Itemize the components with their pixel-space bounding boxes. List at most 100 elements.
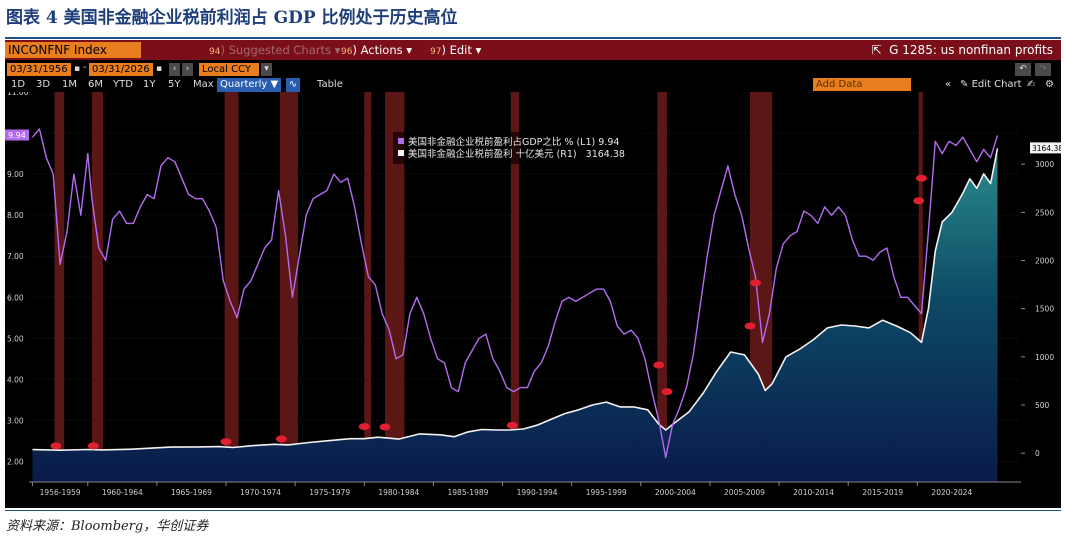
currency-select[interactable]: Local CCY (199, 63, 259, 76)
legend-swatch-usd (398, 150, 404, 156)
x-tick-label: 1970-1974 (240, 488, 281, 497)
legend-swatch-pct (398, 138, 404, 144)
end-date-input[interactable]: 03/31/2026 (89, 63, 153, 76)
range-max[interactable]: Max (193, 79, 214, 90)
title-rule (5, 37, 1061, 39)
legend-box (393, 132, 645, 164)
last-value-tag-right-text: 3164.38 (1032, 144, 1061, 153)
x-tick-label: 2010-2014 (793, 488, 834, 497)
usd-area-fill (32, 148, 998, 482)
recession-marker (661, 388, 673, 396)
recession-marker (915, 174, 927, 182)
redo-icon[interactable]: ↷ (1035, 63, 1051, 76)
recession-marker (653, 361, 665, 369)
range-1d[interactable]: 1D (11, 79, 26, 90)
x-tick-label: 2020-2024 (931, 488, 972, 497)
y-left-tick-label: 3.00 (7, 416, 24, 425)
last-value-tag-left (5, 129, 29, 141)
command-bar: INCONFNF Index 94) Suggested Charts ▾ 96… (5, 40, 1061, 60)
recession-band (364, 92, 372, 482)
recession-marker (913, 197, 925, 205)
x-tick-label: 1980-1984 (378, 488, 419, 497)
edit-chart-button[interactable]: ✎ Edit Chart (960, 79, 1022, 90)
range-ytd[interactable]: YTD (113, 79, 133, 90)
series-lines (31, 128, 999, 459)
chevron-down-icon[interactable]: ▾ (261, 63, 272, 76)
range-1y[interactable]: 1Y (143, 79, 156, 90)
chevron-left-icon[interactable]: ‹ (169, 63, 180, 76)
pencil-icon[interactable]: ✍ (1027, 79, 1036, 90)
x-tick-label: 2000-2004 (655, 488, 696, 497)
y-right-tick-label: 500 (1035, 401, 1050, 410)
range-1m[interactable]: 1M (62, 79, 77, 90)
recession-markers (50, 174, 927, 450)
y-left-tick-label: 2.00 (7, 457, 24, 466)
x-tick-label: 1960-1964 (102, 488, 143, 497)
figure-title: 图表 4 美国非金融企业税前利润占 GDP 比例处于历史高位 (6, 8, 458, 28)
date-separator: - (83, 62, 87, 73)
edit-menu[interactable]: 97) Edit ▾ (430, 43, 482, 57)
y-left-tick-label: 7.00 (7, 252, 24, 261)
calendar-icon[interactable]: ▪ (155, 64, 163, 74)
last-value-tags: 9.94 3164.38 (5, 129, 1061, 154)
period-select[interactable]: Quarterly ▼ (217, 78, 282, 92)
y-left-tick-label: 4.00 (7, 375, 24, 384)
range-bar: 1D 3D 1M 6M YTD 1Y 5Y Max Quarterly ▼ ∿ … (5, 78, 1061, 92)
x-tick-label: 2005-2009 (724, 488, 765, 497)
y-left-tick-label: 11.00 (7, 92, 29, 97)
recession-marker (744, 322, 756, 330)
recession-bands (54, 92, 923, 482)
recession-band (91, 92, 103, 482)
external-link-icon[interactable]: ⇱ (871, 43, 882, 57)
y-right-tick-label: 0 (1035, 449, 1040, 458)
x-tick-label: 1985-1989 (448, 488, 489, 497)
recession-band (54, 92, 65, 482)
pct-gdp-line (31, 128, 999, 459)
y-right-tick-label: 1000 (1035, 353, 1054, 362)
x-tick-label: 1975-1979 (309, 488, 350, 497)
recession-marker (506, 421, 518, 429)
y-left-tick-label: 6.00 (7, 293, 24, 302)
actions-menu[interactable]: 96) Actions ▾ (341, 43, 413, 57)
recession-marker (87, 442, 99, 450)
y-left-tick-label: 5.00 (7, 334, 24, 343)
collapse-icon[interactable]: « (945, 79, 952, 90)
x-tick-label: 2015-2019 (862, 488, 903, 497)
y-right-tick-label: 2500 (1035, 208, 1054, 217)
legend: 美国非金融企业税前盈利占GDP之比 % (L1) 9.94 美国非金融企业税前盈… (393, 132, 645, 164)
usd-area (32, 148, 998, 482)
suggested-charts-menu[interactable]: 94) Suggested Charts ▾ (209, 43, 341, 57)
recession-band (224, 92, 239, 482)
chart-title: ⇱ G 1285: us nonfinan profits (871, 43, 1053, 57)
usd-profit-line (32, 148, 999, 451)
calendar-icon[interactable]: ▪ (73, 64, 81, 74)
x-tick-label: 1965-1969 (171, 488, 212, 497)
gear-icon[interactable]: ⚙ (1045, 79, 1054, 90)
undo-icon[interactable]: ↶ (1015, 63, 1031, 76)
start-date-input[interactable]: 03/31/1956 (7, 63, 71, 76)
chevron-right-icon[interactable]: › (182, 63, 193, 76)
add-data-input[interactable]: Add Data (813, 78, 911, 91)
date-range-bar: 03/31/1956 ▪ - 03/31/2026 ▪ ‹ › Local CC… (5, 62, 1061, 78)
last-value-tag-right (1030, 142, 1061, 154)
range-6m[interactable]: 6M (88, 79, 103, 90)
recession-band (918, 92, 923, 482)
range-5y[interactable]: 5Y (168, 79, 181, 90)
range-3d[interactable]: 3D (36, 79, 51, 90)
source-note: 资料来源：Bloomberg，华创证券 (6, 519, 209, 534)
legend-label-usd: 美国非金融企业税前盈利 十亿美元 (R1) 3164.38 (408, 148, 625, 160)
axes: 2.003.004.005.006.007.008.009.0010.0011.… (7, 92, 1054, 497)
y-right-tick-label: 1500 (1035, 305, 1054, 314)
legend-label-pct: 美国非金融企业税前盈利占GDP之比 % (L1) 9.94 (408, 136, 619, 148)
recession-band (279, 92, 298, 482)
x-tick-label: 1990-1994 (517, 488, 558, 497)
x-tick-label: 1995-1999 (586, 488, 627, 497)
recession-band (510, 92, 520, 482)
chart-area: 2.003.004.005.006.007.008.009.0010.0011.… (5, 92, 1061, 497)
table-button[interactable]: Table (317, 79, 343, 90)
y-left-tick-label: 9.00 (7, 170, 24, 179)
recession-marker (358, 423, 370, 431)
recession-marker (50, 442, 62, 450)
line-chart-icon[interactable]: ∿ (286, 78, 300, 92)
security-field[interactable]: INCONFNF Index (5, 42, 141, 58)
